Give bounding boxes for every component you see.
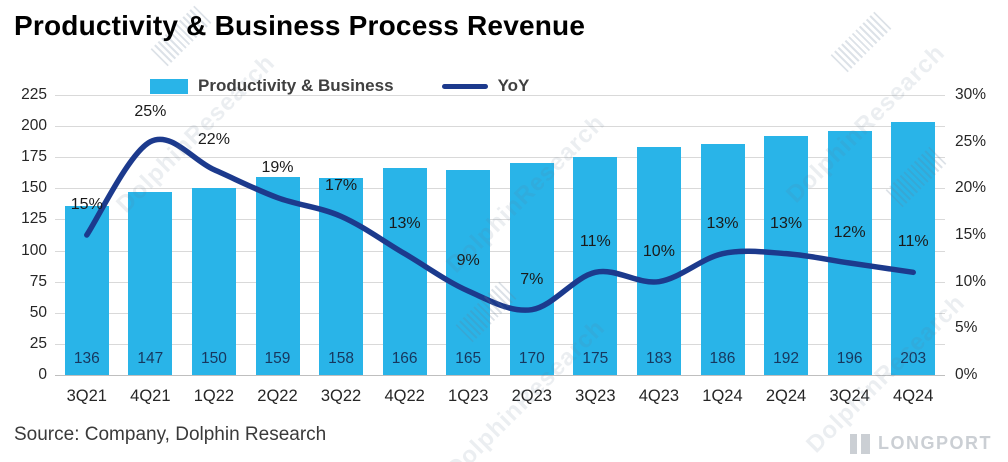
y-tick-label-right: 25% [955, 132, 987, 150]
plot-area: 0 25 50 75 100 125 150 175 200 225 0% 5% 10% 15% 20% 25… [21, 86, 986, 405]
bar [255, 177, 300, 375]
watermark-barcode-icon [830, 11, 892, 73]
legend: Productivity & Business YoY [150, 76, 529, 96]
gridline [55, 312, 945, 314]
bar [382, 168, 427, 375]
gridline [55, 343, 945, 345]
yoy-point-label: 9% [456, 252, 480, 269]
y-tick-label-left: 150 [21, 179, 47, 197]
x-tick-label: 4Q22 [384, 387, 425, 405]
longport-logo-icon [850, 433, 870, 454]
gridline [55, 250, 945, 252]
bar-value-label: 203 [900, 350, 927, 367]
x-tick-label: 3Q22 [320, 387, 362, 405]
y-tick-label-right: 5% [955, 319, 978, 337]
gridline [55, 188, 945, 190]
y-tick-label-left: 225 [21, 86, 47, 103]
bar [191, 188, 236, 375]
gridline [55, 95, 945, 96]
yoy-point-label: 13% [706, 214, 739, 232]
bar [446, 169, 491, 375]
bar-value-label: 159 [264, 350, 291, 367]
bar-value-label: 158 [328, 350, 354, 367]
x-tick-label: 1Q24 [702, 387, 743, 405]
yoy-point-label: 7% [520, 270, 544, 288]
yoy-point-label: 19% [261, 158, 294, 176]
yoy-line [84, 136, 916, 313]
x-tick-label: 4Q24 [893, 387, 934, 405]
y-tick-label-left: 125 [21, 210, 47, 228]
bar [509, 163, 554, 375]
y-tick-label-left: 100 [21, 241, 47, 259]
y-tick-label-left: 200 [21, 117, 47, 135]
bar-value-label: 196 [836, 350, 863, 367]
gridline [55, 375, 945, 376]
yoy-point-label: 13% [770, 214, 803, 232]
bar [891, 122, 936, 375]
bar [128, 192, 173, 375]
legend-label-line: YoY [497, 76, 530, 95]
legend-item-line: YoY [441, 76, 530, 96]
gridline [55, 157, 945, 159]
yoy-point-label: 11% [897, 233, 929, 251]
y-tick-label-right: 10% [955, 272, 987, 290]
yoy-point-label: 25% [134, 102, 167, 120]
bar [573, 157, 618, 375]
yoy-point-label: 13% [388, 214, 421, 232]
yoy-point-label: 12% [833, 224, 866, 241]
y-tick-label-left: 175 [21, 148, 47, 166]
bar [636, 147, 681, 375]
gridline [55, 126, 945, 128]
bar-value-label: 166 [391, 350, 418, 367]
page-title: Productivity & Business Process Revenue [14, 10, 586, 41]
x-tick-label: 1Q23 [448, 387, 489, 405]
x-tick-label: 3Q23 [575, 387, 616, 405]
x-tick-label: 1Q22 [193, 387, 235, 405]
x-tick-label: 4Q23 [638, 387, 680, 405]
x-tick-label: 2Q22 [257, 387, 298, 405]
bar-value-label: 150 [200, 350, 227, 367]
yoy-point-label: 11% [579, 233, 611, 251]
y-tick-label-left: 25 [29, 334, 47, 352]
y-tick-label-right: 15% [955, 226, 987, 243]
legend-label-bars: Productivity & Business [198, 76, 394, 95]
longport-logo: LONGPORT [850, 433, 992, 454]
y-tick-label-right: 0% [955, 366, 978, 383]
bar-value-label: 183 [645, 350, 672, 367]
bar-value-label: 175 [582, 350, 609, 367]
x-tick-label: 4Q21 [130, 387, 171, 405]
x-tick-label: 2Q24 [765, 387, 807, 405]
x-tick-label: 3Q21 [66, 387, 107, 405]
bar-value-label: 165 [455, 350, 482, 367]
gridline [55, 281, 945, 283]
bar-value-label: 170 [518, 350, 545, 367]
y-tick-label-left: 75 [29, 272, 47, 290]
bar [827, 131, 872, 375]
line-series-swatch-icon [441, 83, 488, 89]
yoy-point-label: 17% [325, 177, 358, 195]
bar-value-label: 192 [773, 350, 799, 367]
x-tick-label: 2Q23 [511, 387, 552, 405]
yoy-point-label: 15% [70, 196, 103, 213]
bar-series-swatch-icon [150, 78, 188, 94]
bar-value-label: 147 [137, 350, 164, 367]
longport-logo-text: LONGPORT [878, 433, 992, 453]
bar-value-label: 186 [709, 350, 736, 367]
bar-value-label: 136 [73, 350, 100, 367]
yoy-line-layer [84, 136, 916, 313]
source-note: Source: Company, Dolphin Research [14, 424, 327, 445]
gridline [55, 219, 945, 221]
y-tick-label-right: 30% [955, 86, 987, 103]
y-tick-label-left: 50 [29, 303, 47, 321]
yoy-point-label: 10% [642, 242, 675, 260]
y-tick-label-left: 0 [38, 366, 47, 383]
x-tick-label: 3Q24 [829, 387, 870, 405]
y-tick-label-right: 20% [955, 179, 987, 197]
yoy-point-label: 22% [197, 130, 230, 148]
legend-item-bars: Productivity & Business [150, 76, 394, 96]
